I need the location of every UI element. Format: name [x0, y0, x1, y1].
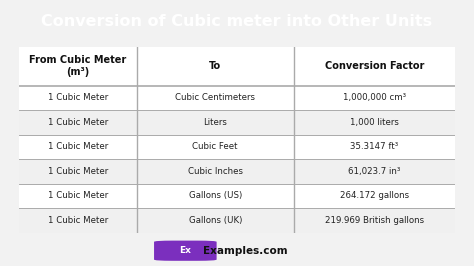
Text: From Cubic Meter
(m³): From Cubic Meter (m³)	[29, 55, 127, 77]
FancyBboxPatch shape	[154, 241, 217, 261]
Text: 1 Cubic Meter: 1 Cubic Meter	[48, 216, 108, 225]
Text: 35.3147 ft³: 35.3147 ft³	[350, 142, 399, 151]
Text: 1 Cubic Meter: 1 Cubic Meter	[48, 93, 108, 102]
FancyBboxPatch shape	[19, 208, 455, 233]
Text: 1 Cubic Meter: 1 Cubic Meter	[48, 118, 108, 127]
Text: Liters: Liters	[203, 118, 227, 127]
Text: To: To	[209, 61, 221, 71]
Text: Cubic Feet: Cubic Feet	[192, 142, 238, 151]
Text: Gallons (UK): Gallons (UK)	[189, 216, 242, 225]
Text: Examples.com: Examples.com	[203, 246, 288, 256]
Text: 1,000 liters: 1,000 liters	[350, 118, 399, 127]
Text: 219.969 British gallons: 219.969 British gallons	[325, 216, 424, 225]
Text: 1 Cubic Meter: 1 Cubic Meter	[48, 142, 108, 151]
FancyBboxPatch shape	[19, 86, 455, 110]
Text: 1,000,000 cm³: 1,000,000 cm³	[343, 93, 406, 102]
Text: 264.172 gallons: 264.172 gallons	[340, 192, 409, 201]
FancyBboxPatch shape	[19, 47, 455, 86]
Text: 1 Cubic Meter: 1 Cubic Meter	[48, 192, 108, 201]
Text: Conversion Factor: Conversion Factor	[325, 61, 424, 71]
FancyBboxPatch shape	[19, 184, 455, 208]
FancyBboxPatch shape	[19, 110, 455, 135]
Text: Cubic Inches: Cubic Inches	[188, 167, 243, 176]
Text: Gallons (US): Gallons (US)	[189, 192, 242, 201]
Text: 61,023.7 in³: 61,023.7 in³	[348, 167, 401, 176]
FancyBboxPatch shape	[19, 135, 455, 159]
Text: 1 Cubic Meter: 1 Cubic Meter	[48, 167, 108, 176]
FancyBboxPatch shape	[19, 159, 455, 184]
Text: Ex: Ex	[179, 246, 191, 255]
Text: Conversion of Cubic meter into Other Units: Conversion of Cubic meter into Other Uni…	[41, 14, 433, 30]
Text: Cubic Centimeters: Cubic Centimeters	[175, 93, 255, 102]
